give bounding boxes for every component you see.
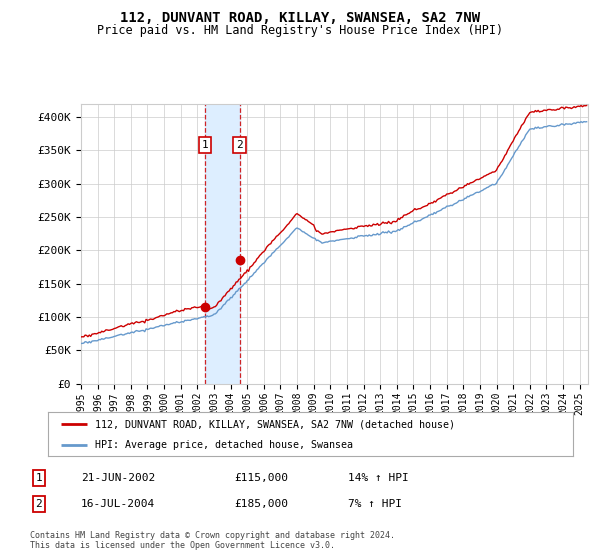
Text: 112, DUNVANT ROAD, KILLAY, SWANSEA, SA2 7NW: 112, DUNVANT ROAD, KILLAY, SWANSEA, SA2 …: [120, 11, 480, 25]
Text: 14% ↑ HPI: 14% ↑ HPI: [348, 473, 409, 483]
Text: £185,000: £185,000: [234, 499, 288, 509]
Text: 2: 2: [236, 140, 243, 150]
Text: £115,000: £115,000: [234, 473, 288, 483]
Text: 7% ↑ HPI: 7% ↑ HPI: [348, 499, 402, 509]
Text: HPI: Average price, detached house, Swansea: HPI: Average price, detached house, Swan…: [95, 440, 353, 450]
Text: 1: 1: [35, 473, 43, 483]
Text: Price paid vs. HM Land Registry's House Price Index (HPI): Price paid vs. HM Land Registry's House …: [97, 24, 503, 36]
Text: 2: 2: [35, 499, 43, 509]
Text: 112, DUNVANT ROAD, KILLAY, SWANSEA, SA2 7NW (detached house): 112, DUNVANT ROAD, KILLAY, SWANSEA, SA2 …: [95, 419, 455, 429]
Bar: [205, 104, 239, 384]
Text: 21-JUN-2002: 21-JUN-2002: [81, 473, 155, 483]
Text: 1: 1: [202, 140, 209, 150]
Text: 16-JUL-2004: 16-JUL-2004: [81, 499, 155, 509]
Text: Contains HM Land Registry data © Crown copyright and database right 2024.
This d: Contains HM Land Registry data © Crown c…: [30, 531, 395, 550]
